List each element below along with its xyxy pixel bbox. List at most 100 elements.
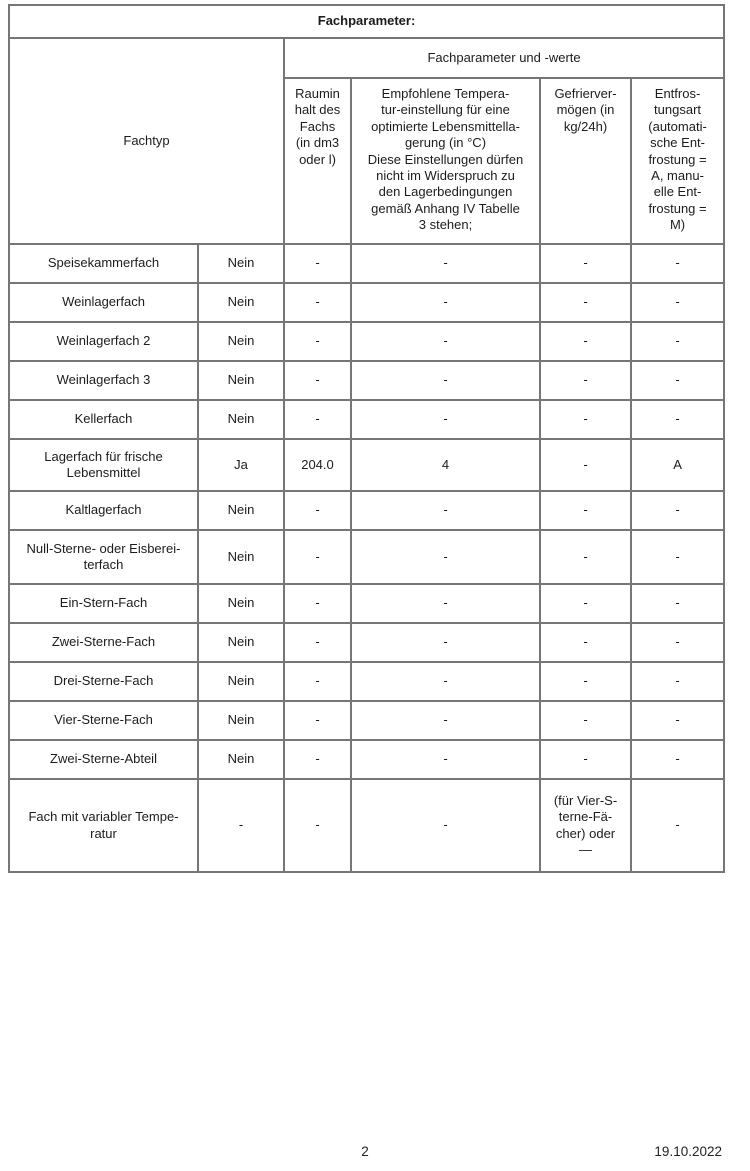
fachtyp-cell: Null-Sterne- oder Eisberei- terfach (8, 529, 199, 585)
present-cell: Nein (197, 360, 285, 401)
defrost-cell: - (629, 399, 726, 440)
defrost-cell: - (629, 583, 726, 624)
freeze-cell: - (539, 622, 632, 663)
present-cell: Nein (197, 622, 285, 663)
volume-cell: - (283, 243, 352, 284)
freeze-cell: - (539, 529, 632, 585)
fachparameter-table: Fachparameter: Fachtyp Fachparameter und… (7, 4, 726, 873)
table-row: Drei-Sterne-Fach Nein - - - - (8, 661, 726, 702)
freeze-cell: - (539, 661, 632, 702)
column-header-fachtyp: Fachtyp (8, 37, 285, 245)
volume-cell: - (283, 661, 352, 702)
table-row: Kellerfach Nein - - - - (8, 399, 726, 440)
table-title-row: Fachparameter: (7, 4, 726, 39)
fachtyp-cell: Kellerfach (8, 399, 199, 440)
volume-cell: - (283, 529, 352, 585)
fachtyp-cell: Speisekammerfach (8, 243, 199, 284)
defrost-cell: - (629, 700, 726, 741)
temp-cell: - (350, 739, 541, 780)
fachtyp-cell: Fach mit variabler Tempe- ratur (8, 778, 199, 873)
volume-cell: - (283, 700, 352, 741)
fachtyp-cell: Zwei-Sterne-Abteil (8, 739, 199, 780)
temp-cell: 4 (350, 438, 541, 492)
temp-cell: - (350, 700, 541, 741)
defrost-cell: - (629, 529, 726, 585)
temp-cell: - (350, 399, 541, 440)
present-cell: Nein (197, 700, 285, 741)
page-footer: 2 19.10.2022 (8, 1144, 722, 1159)
page-number: 2 (361, 1144, 369, 1159)
volume-cell: - (283, 583, 352, 624)
freeze-cell: - (539, 438, 632, 492)
temp-cell: - (350, 529, 541, 585)
table-row: Ein-Stern-Fach Nein - - - - (8, 583, 726, 624)
fachtyp-cell: Weinlagerfach (8, 282, 199, 323)
temp-cell: - (350, 360, 541, 401)
present-cell: - (197, 778, 285, 873)
freeze-cell: - (539, 739, 632, 780)
freeze-cell: - (539, 399, 632, 440)
temp-cell: - (350, 490, 541, 531)
defrost-cell: - (629, 282, 726, 323)
temp-cell: - (350, 583, 541, 624)
defrost-cell: - (629, 490, 726, 531)
freeze-cell: - (539, 243, 632, 284)
table-row: Speisekammerfach Nein - - - - (8, 243, 726, 284)
table-row: Weinlagerfach 2 Nein - - - - (8, 321, 726, 362)
freeze-cell: - (539, 360, 632, 401)
fachtyp-cell: Drei-Sterne-Fach (8, 661, 199, 702)
temp-cell: - (350, 321, 541, 362)
page-title: Fachparameter: (7, 4, 726, 39)
volume-cell: - (283, 739, 352, 780)
present-cell: Nein (197, 583, 285, 624)
defrost-cell: - (629, 739, 726, 780)
fachtyp-cell: Ein-Stern-Fach (8, 583, 199, 624)
table-row: Fach mit variabler Tempe- ratur - - - (f… (8, 778, 726, 873)
fachtyp-cell: Zwei-Sterne-Fach (8, 622, 199, 663)
table-row: Zwei-Sterne-Fach Nein - - - - (8, 622, 726, 663)
volume-cell: - (283, 490, 352, 531)
present-cell: Nein (197, 529, 285, 585)
temp-cell: - (350, 622, 541, 663)
defrost-cell: A (629, 438, 726, 492)
volume-cell: - (283, 360, 352, 401)
freeze-cell: - (539, 700, 632, 741)
defrost-cell: - (629, 360, 726, 401)
table-row: Weinlagerfach Nein - - - - (8, 282, 726, 323)
freeze-cell: - (539, 583, 632, 624)
volume-cell: - (283, 622, 352, 663)
column-header-rauminhalt: Raumin halt des Fachs (in dm3 oder l) (283, 77, 352, 245)
defrost-cell: - (629, 622, 726, 663)
column-header-temperatur: Empfohlene Tempera- tur-einstellung für … (350, 77, 541, 245)
temp-cell: - (350, 661, 541, 702)
group-header-row: Fachtyp Fachparameter und -werte (8, 37, 726, 245)
column-header-entfrostung: Entfros- tungsart (automati- sche Ent- f… (629, 77, 726, 245)
volume-cell: - (283, 778, 352, 873)
present-cell: Nein (197, 282, 285, 323)
defrost-cell: - (629, 321, 726, 362)
present-cell: Nein (197, 399, 285, 440)
table-row: Kaltlagerfach Nein - - - - (8, 490, 726, 531)
fachtyp-cell: Vier-Sterne-Fach (8, 700, 199, 741)
present-cell: Nein (197, 739, 285, 780)
volume-cell: - (283, 399, 352, 440)
footer-date: 19.10.2022 (654, 1144, 722, 1159)
present-cell: Nein (197, 661, 285, 702)
volume-cell: - (283, 321, 352, 362)
table-row: Lagerfach für frische Lebensmittel Ja 20… (8, 438, 726, 492)
temp-cell: - (350, 282, 541, 323)
group-header: Fachparameter und -werte (282, 37, 726, 79)
table-row: Vier-Sterne-Fach Nein - - - - (8, 700, 726, 741)
present-cell: Nein (197, 490, 285, 531)
fachtyp-cell: Lagerfach für frische Lebensmittel (8, 438, 199, 492)
freeze-cell: - (539, 490, 632, 531)
volume-cell: - (283, 282, 352, 323)
fachtyp-cell: Weinlagerfach 2 (8, 321, 199, 362)
present-cell: Nein (197, 321, 285, 362)
present-cell: Ja (197, 438, 285, 492)
table-row: Null-Sterne- oder Eisberei- terfach Nein… (8, 529, 726, 585)
defrost-cell: - (629, 778, 726, 873)
fachtyp-cell: Kaltlagerfach (8, 490, 199, 531)
defrost-cell: - (629, 243, 726, 284)
temp-cell: - (350, 243, 541, 284)
